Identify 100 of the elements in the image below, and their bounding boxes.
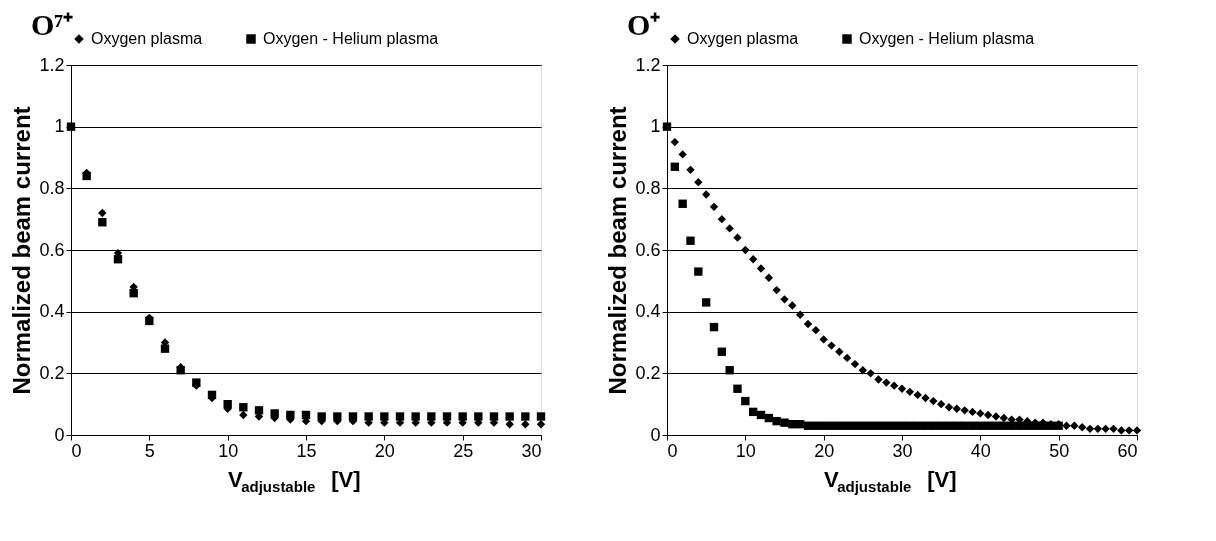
point (991, 421, 1001, 430)
point (709, 322, 719, 332)
point (803, 421, 813, 430)
y-tick-label: 0.6 (635, 239, 661, 260)
y-tick-label: 1.2 (635, 54, 661, 75)
y-axis-title: Normalized beam current (8, 106, 36, 395)
point (788, 301, 797, 310)
point (741, 245, 750, 255)
point (1070, 421, 1079, 430)
point (748, 407, 758, 417)
point (670, 162, 680, 171)
point (1023, 421, 1032, 430)
point (811, 325, 821, 335)
point (748, 255, 758, 264)
y-tick-label: 0.8 (39, 177, 65, 198)
point (1085, 424, 1095, 434)
point (882, 421, 891, 430)
point (662, 122, 672, 131)
point (772, 285, 781, 295)
point (772, 416, 781, 426)
point (686, 165, 695, 175)
chart-title: O⁺ (626, 8, 661, 41)
point (835, 421, 844, 430)
point (897, 421, 907, 430)
point (835, 347, 844, 356)
x-tick-label: 20 (814, 440, 835, 461)
chart-title: O⁷⁺ (30, 8, 74, 41)
point (976, 409, 985, 418)
point (1007, 421, 1016, 430)
x-tick-label: 50 (1049, 440, 1070, 461)
y-tick-label: 1.2 (39, 54, 65, 75)
point (983, 421, 993, 430)
point (1117, 426, 1126, 435)
x-tick-label: 0 (71, 440, 82, 461)
y-tick-label: 1 (54, 116, 65, 137)
point (709, 202, 719, 212)
point (866, 421, 875, 430)
point (678, 199, 687, 208)
point (960, 421, 969, 430)
y-tick-label: 0.4 (39, 301, 65, 322)
point (960, 406, 969, 415)
point (764, 273, 774, 282)
point (733, 233, 742, 242)
y-tick-label: 0.8 (635, 177, 661, 198)
legend-label: Oxygen - Helium plasma (859, 30, 1035, 47)
point (921, 421, 930, 430)
point (701, 298, 711, 307)
point (780, 295, 789, 304)
point (944, 403, 954, 412)
point (795, 310, 805, 319)
point (1124, 426, 1134, 435)
point (874, 375, 883, 384)
point (929, 396, 938, 406)
point (944, 421, 954, 430)
point (1093, 424, 1103, 434)
point (725, 366, 734, 375)
point (850, 421, 860, 430)
point (725, 224, 734, 233)
y-tick-label: 1 (650, 116, 661, 137)
y-tick-label: 0.6 (39, 239, 65, 260)
point (756, 264, 766, 273)
x-tick-label: 10 (735, 440, 756, 461)
point (733, 384, 742, 393)
point (670, 137, 680, 147)
x-tick-label: 5 (144, 440, 155, 461)
y-tick-label: 0.4 (635, 301, 661, 322)
x-tick-label: 30 (521, 440, 542, 461)
point (913, 390, 922, 400)
x-tick-label: 40 (970, 440, 991, 461)
x-tick-label: 15 (296, 440, 317, 461)
point (929, 421, 938, 430)
point (889, 421, 899, 430)
point (1077, 423, 1087, 432)
point (976, 421, 985, 430)
legend-label: Oxygen plasma (687, 30, 799, 47)
x-tick-label: 25 (453, 440, 474, 461)
point (921, 393, 930, 403)
point (756, 410, 766, 420)
point (850, 359, 860, 369)
y-tick-label: 0 (650, 424, 661, 445)
point (889, 381, 899, 390)
y-tick-label: 0.2 (635, 362, 661, 383)
point (866, 369, 875, 378)
point (795, 420, 805, 429)
point (694, 177, 703, 187)
point (694, 267, 703, 276)
x-tick-label: 10 (218, 440, 239, 461)
legend-label: Oxygen plasma (91, 30, 203, 47)
point (842, 353, 852, 363)
point (874, 421, 883, 430)
point (717, 214, 727, 224)
point (780, 418, 789, 427)
point (1132, 426, 1142, 435)
point (1015, 421, 1024, 430)
point (678, 150, 687, 159)
x-tick-label: 30 (892, 440, 913, 461)
y-tick-label: 0.2 (39, 362, 65, 383)
point (741, 396, 750, 406)
y-tick-label: 0 (54, 424, 65, 445)
point (897, 384, 907, 393)
